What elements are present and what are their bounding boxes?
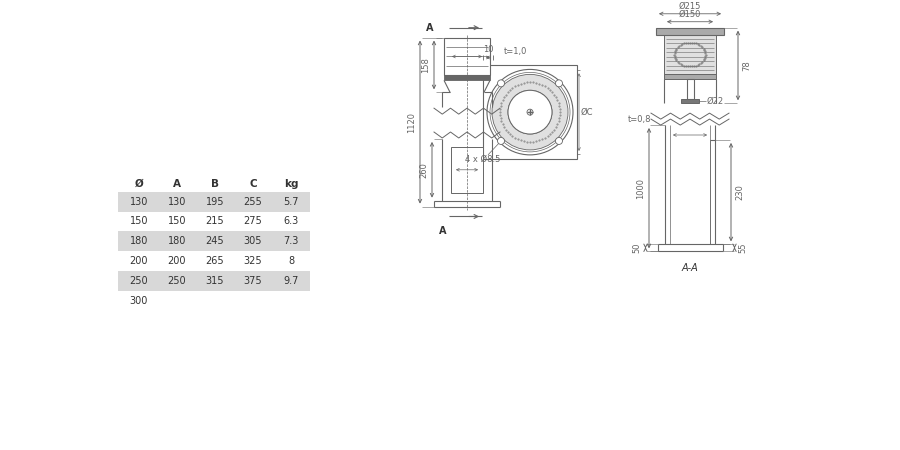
- Text: 5.7: 5.7: [284, 197, 299, 207]
- Text: 130: 130: [167, 197, 186, 207]
- Text: 265: 265: [206, 256, 224, 266]
- Text: 215: 215: [206, 216, 224, 226]
- Bar: [451, 147, 483, 193]
- Circle shape: [498, 80, 505, 87]
- Text: Ø22: Ø22: [707, 97, 724, 106]
- Circle shape: [555, 80, 562, 87]
- Text: 250: 250: [130, 276, 148, 286]
- Text: B: B: [211, 179, 219, 189]
- Text: 325: 325: [244, 256, 262, 266]
- Text: 375: 375: [244, 276, 262, 286]
- Text: ØC: ØC: [581, 108, 593, 117]
- Bar: [444, 38, 490, 76]
- Text: 6.3: 6.3: [284, 216, 299, 226]
- Text: A: A: [439, 226, 446, 236]
- Text: Ø: Ø: [135, 179, 143, 189]
- Text: Ø150: Ø150: [679, 10, 701, 19]
- Text: 180: 180: [130, 236, 148, 246]
- Text: C: C: [249, 179, 256, 189]
- Text: 1120: 1120: [407, 112, 416, 133]
- Text: Ø215: Ø215: [679, 2, 701, 11]
- Text: 9.7: 9.7: [284, 276, 299, 286]
- Text: 250: 250: [167, 276, 186, 286]
- Text: 158: 158: [421, 57, 430, 73]
- Text: 7.3: 7.3: [284, 236, 299, 246]
- Circle shape: [498, 138, 505, 144]
- Bar: [118, 192, 310, 211]
- Text: 180: 180: [167, 236, 186, 246]
- Text: kg: kg: [284, 179, 298, 189]
- Circle shape: [508, 90, 552, 134]
- Text: 130: 130: [130, 197, 148, 207]
- Text: 10: 10: [482, 45, 493, 54]
- Bar: [118, 271, 310, 291]
- Text: 1000: 1000: [636, 178, 645, 198]
- Text: 4 x Ø8.5: 4 x Ø8.5: [465, 155, 500, 164]
- Text: 300: 300: [130, 296, 148, 306]
- Bar: [687, 79, 694, 99]
- Bar: [681, 99, 699, 103]
- Bar: [656, 28, 724, 35]
- Text: A: A: [427, 22, 434, 33]
- Bar: [118, 231, 310, 251]
- Text: 50: 50: [633, 243, 642, 253]
- Circle shape: [555, 138, 562, 144]
- Text: 195: 195: [206, 197, 224, 207]
- Text: t=1,0: t=1,0: [503, 46, 526, 55]
- Text: 150: 150: [167, 216, 186, 226]
- Text: 260: 260: [419, 162, 428, 178]
- Text: 315: 315: [206, 276, 224, 286]
- Text: 200: 200: [167, 256, 186, 266]
- Text: 255: 255: [244, 197, 263, 207]
- Text: 8: 8: [288, 256, 294, 266]
- Text: A-A: A-A: [681, 263, 698, 273]
- Text: 230: 230: [735, 184, 744, 200]
- Text: 275: 275: [244, 216, 263, 226]
- Text: 305: 305: [244, 236, 262, 246]
- Text: A: A: [173, 179, 181, 189]
- Bar: [444, 76, 490, 81]
- Text: 150: 150: [130, 216, 148, 226]
- Bar: [664, 74, 716, 79]
- Text: 245: 245: [206, 236, 224, 246]
- Bar: [483, 65, 577, 159]
- Text: 200: 200: [130, 256, 148, 266]
- PathPatch shape: [492, 74, 568, 150]
- Text: 55: 55: [739, 243, 748, 253]
- Bar: [664, 35, 716, 74]
- Text: 78: 78: [742, 60, 751, 71]
- Text: t=0,8: t=0,8: [628, 115, 652, 124]
